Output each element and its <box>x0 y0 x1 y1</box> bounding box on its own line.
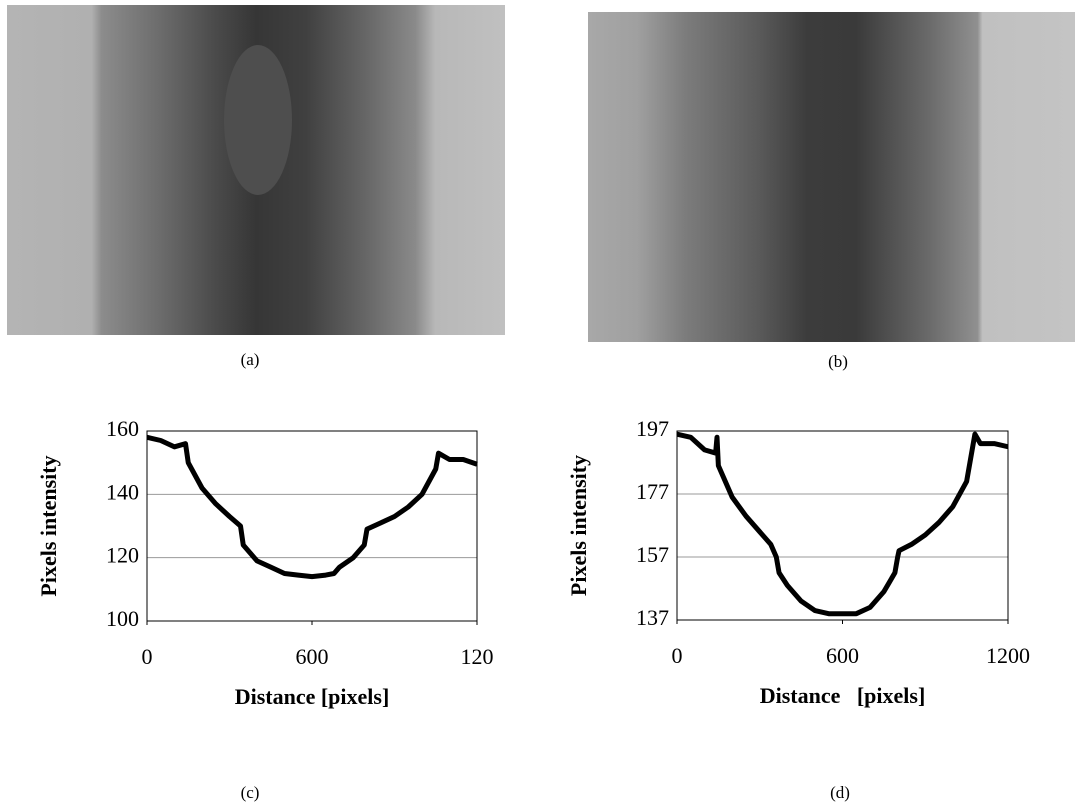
x-tick-label: 600 <box>826 643 859 668</box>
data-line <box>146 434 478 580</box>
y-tick-label: 157 <box>636 542 669 567</box>
x-tick-label: 120 <box>461 644 494 669</box>
image-a-ellipse <box>224 45 292 195</box>
x-axis-title: Distance [pixels] <box>760 683 926 708</box>
y-tick-label: 197 <box>636 416 669 441</box>
y-tick-label: 100 <box>106 606 139 631</box>
caption: (a) <box>241 350 260 369</box>
y-tick-label: 137 <box>636 605 669 630</box>
x-axis-title: Distance [pixels] <box>235 684 390 709</box>
x-tick-label: 600 <box>296 644 329 669</box>
caption: (d) <box>830 783 850 802</box>
data-line <box>676 431 1009 617</box>
x-tick-label: 0 <box>142 644 153 669</box>
y-axis-title: Pixels intensity <box>36 455 61 596</box>
x-tick-label: 0 <box>672 643 683 668</box>
caption: (b) <box>828 352 848 371</box>
plot-frame <box>676 430 1009 621</box>
y-tick-label: 177 <box>636 479 669 504</box>
y-tick-label: 140 <box>106 479 139 504</box>
y-axis-title: Pixels intensity <box>566 455 591 596</box>
y-tick-label: 120 <box>106 543 139 568</box>
y-tick-label: 160 <box>106 416 139 441</box>
plot-frame <box>146 430 478 622</box>
caption: (c) <box>241 783 260 802</box>
x-tick-label: 1200 <box>986 643 1030 668</box>
image-b <box>588 12 1075 342</box>
